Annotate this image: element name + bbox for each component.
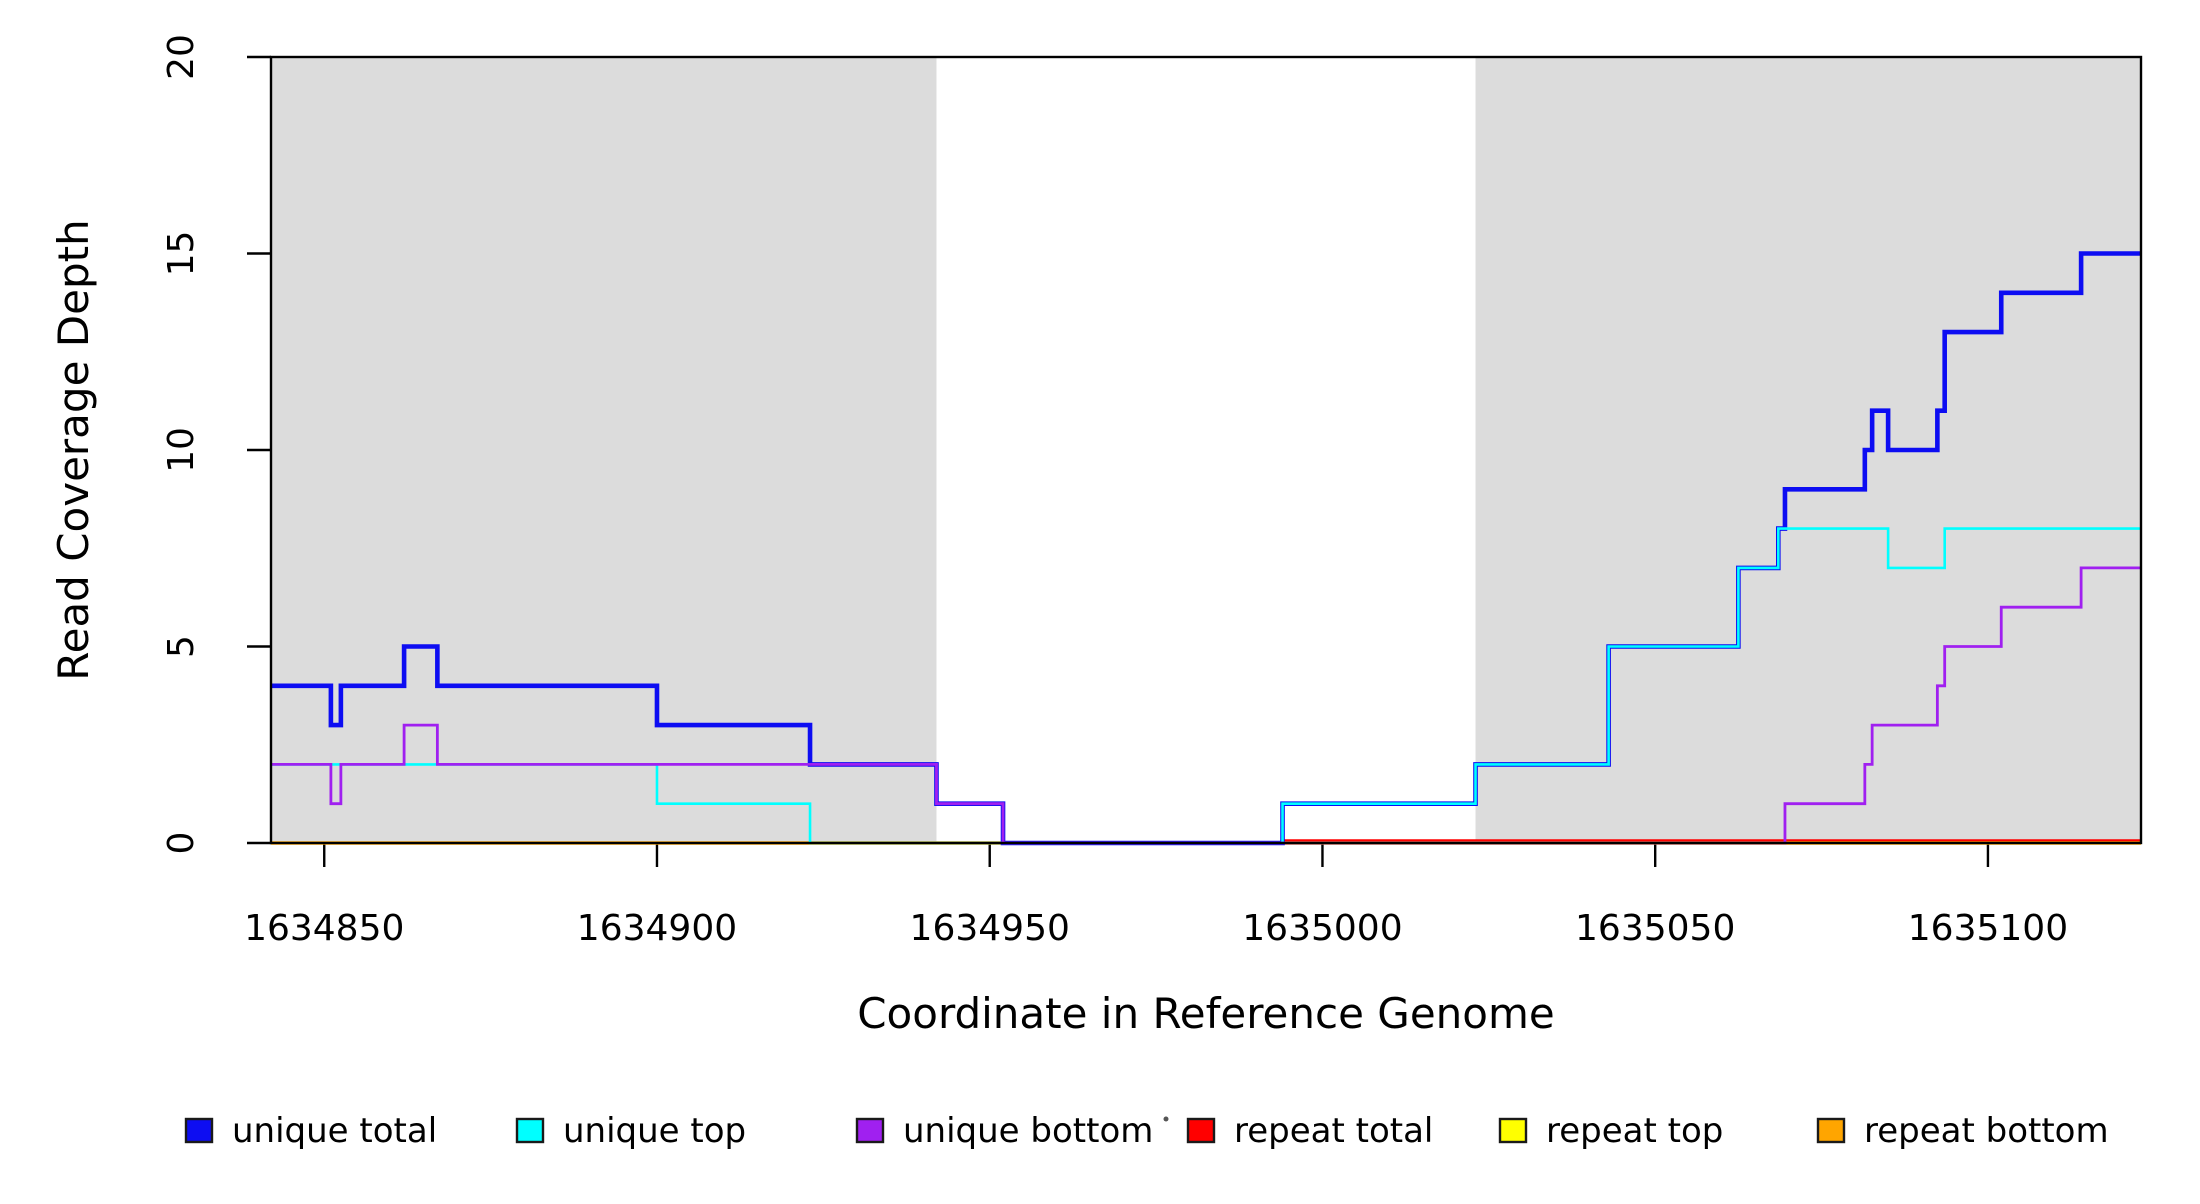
legend-swatch-repeat-total	[1186, 1117, 1216, 1144]
legend-item-unique-total: unique total	[184, 1111, 437, 1151]
legend-swatch-unique-total	[184, 1117, 214, 1144]
legend-item-unique-top: unique top	[515, 1111, 746, 1151]
y-tick-label: 15	[161, 231, 202, 277]
y-axis-title: Read Coverage Depth	[49, 219, 98, 680]
y-tick-label: 5	[161, 635, 202, 658]
y-tick-label: 20	[161, 34, 202, 80]
series-line-unique-bottom	[271, 566, 2141, 845]
legend-swatch-repeat-bottom	[1816, 1117, 1846, 1144]
legend-item-repeat-top: repeat top	[1498, 1111, 1723, 1151]
x-tick-label: 1635050	[1575, 908, 1735, 949]
legend-label: repeat top	[1546, 1111, 1723, 1151]
legend-swatch-repeat-top	[1498, 1117, 1528, 1144]
y-tick-label: 10	[161, 427, 202, 473]
x-tick-label: 1635000	[1242, 908, 1402, 949]
legend-item-unique-bottom: unique bottom	[855, 1111, 1153, 1151]
x-tick-label: 1634950	[910, 908, 1070, 949]
legend-item-repeat-total: repeat total	[1186, 1111, 1433, 1151]
shaded-region-1	[1475, 57, 2141, 843]
plot-border-box	[269, 55, 2143, 845]
legend-label: repeat total	[1234, 1111, 1433, 1151]
series-line-unique-top	[271, 527, 2141, 845]
stray-dot	[1163, 1116, 1169, 1122]
legend-swatch-unique-bottom	[855, 1117, 885, 1144]
legend-label: unique total	[232, 1111, 437, 1151]
x-tick-label: 1634900	[577, 908, 737, 949]
x-tick-label: 1634850	[244, 908, 404, 949]
x-axis-title: Coordinate in Reference Genome	[857, 989, 1555, 1038]
legend-swatch-unique-top	[515, 1117, 545, 1144]
legend-label: unique bottom	[903, 1111, 1153, 1151]
legend-label: unique top	[563, 1111, 746, 1151]
legend-label: repeat bottom	[1864, 1111, 2109, 1151]
shaded-region-0	[271, 57, 937, 843]
y-tick-label: 0	[161, 832, 202, 855]
x-tick-label: 1635100	[1908, 908, 2068, 949]
legend-item-repeat-bottom: repeat bottom	[1816, 1111, 2109, 1151]
